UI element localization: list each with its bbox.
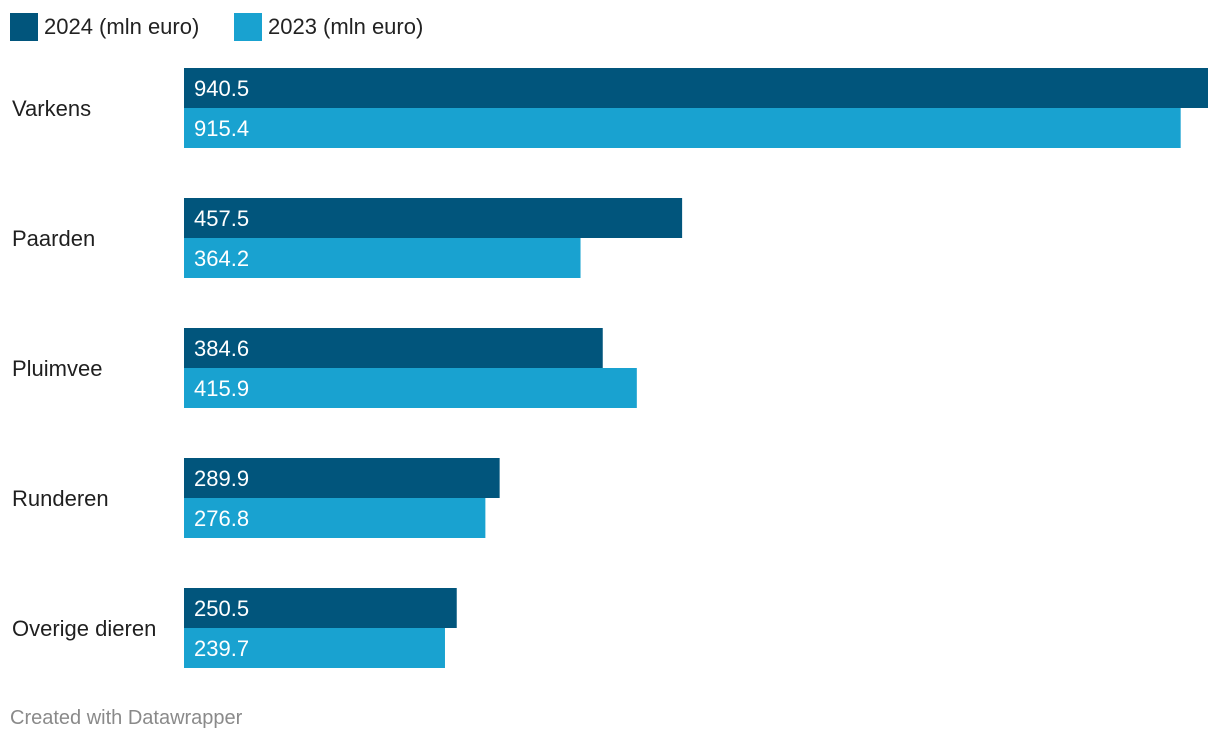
bar-chart: 2024 (mln euro) 2023 (mln euro) Varkens Pa… <box>10 13 1208 668</box>
credit-text: Created with Datawrapper <box>10 707 243 729</box>
value-label: 457.5 <box>194 206 249 231</box>
bar-2023 <box>184 628 445 668</box>
legend-label-1: 2024 (mln euro) <box>44 14 199 39</box>
category-label: Overige dieren <box>12 616 156 641</box>
value-label: 239.7 <box>194 636 249 661</box>
legend: 2024 (mln euro) 2023 (mln euro) <box>10 13 423 41</box>
legend-label-2: 2023 (mln euro) <box>268 14 423 39</box>
category-label: Paarden <box>12 226 95 251</box>
bar-2024 <box>184 328 603 368</box>
category-labels: Varkens Paarden Pluimvee Runderen Overige di… <box>12 96 156 641</box>
value-label: 364.2 <box>194 246 249 271</box>
bar-2024 <box>184 458 500 498</box>
bars: 940.5 915.4 457.5 364.2 384.6 415.9 289.9 276.8… <box>184 68 1208 668</box>
category-label: Varkens <box>12 96 91 121</box>
bar-2023 <box>184 498 486 538</box>
value-label: 250.5 <box>194 596 249 621</box>
category-label: Runderen <box>12 486 109 511</box>
value-label: 276.8 <box>194 506 249 531</box>
bar-2023 <box>184 238 581 278</box>
bar-2023 <box>184 108 1181 148</box>
value-label: 915.4 <box>194 116 249 141</box>
bar-2024 <box>184 588 457 628</box>
value-label: 384.6 <box>194 336 249 361</box>
bar-2024 <box>184 198 683 238</box>
bar-2023 <box>184 368 637 408</box>
legend-swatch-1 <box>10 13 38 41</box>
legend-swatch-2 <box>234 13 262 41</box>
value-label: 415.9 <box>194 376 249 401</box>
category-label: Pluimvee <box>12 356 102 381</box>
bar-2024 <box>184 68 1208 108</box>
value-label: 940.5 <box>194 76 249 101</box>
value-label: 289.9 <box>194 466 249 491</box>
